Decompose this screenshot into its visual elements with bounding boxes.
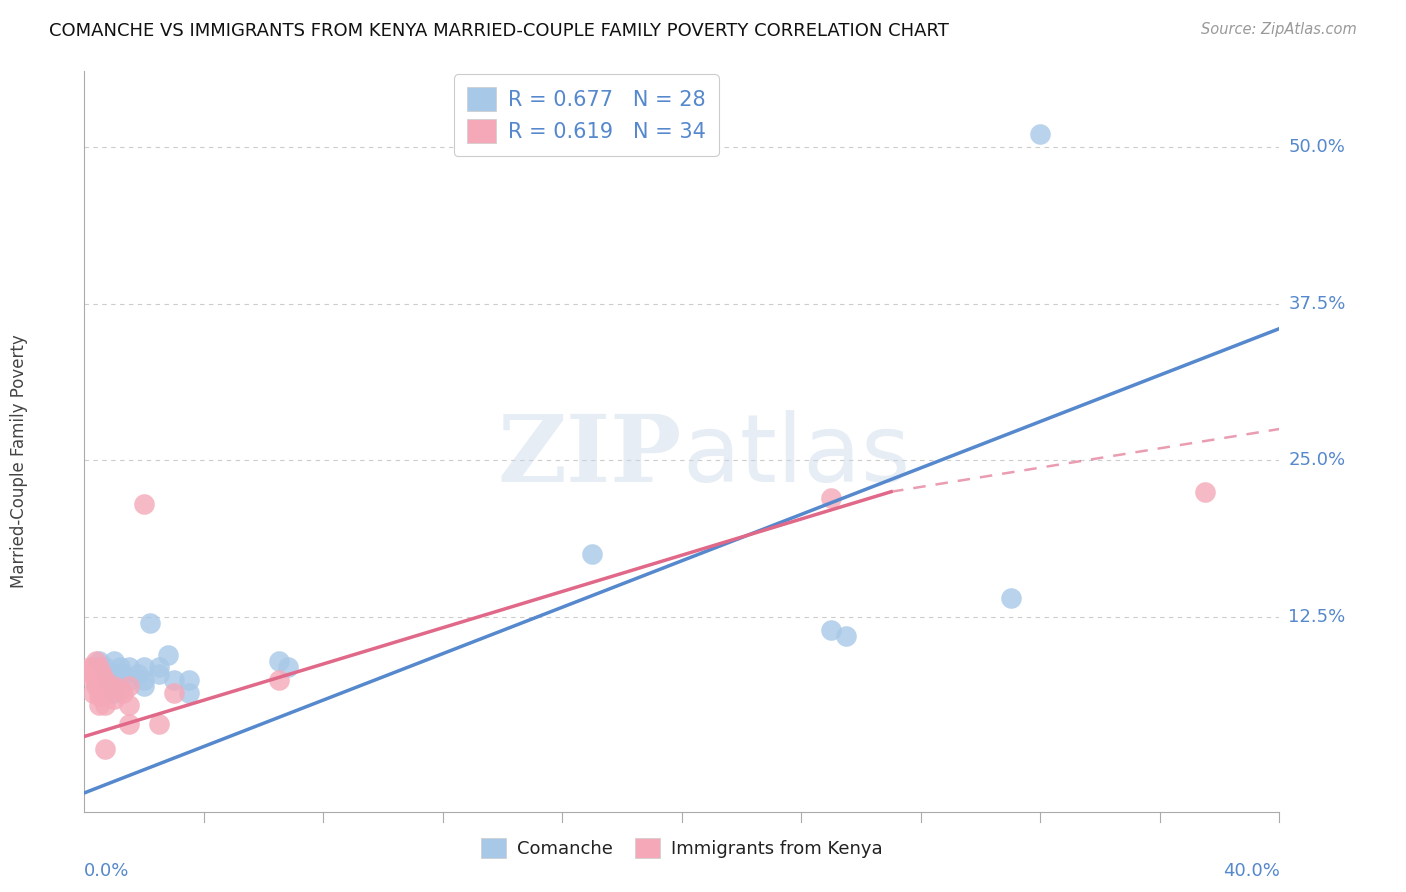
Legend: Comanche, Immigrants from Kenya: Comanche, Immigrants from Kenya [474,830,890,865]
Point [112,666,135,681]
Text: 40.0%: 40.0% [1223,862,1279,880]
Point [132,660,156,674]
Point [163,673,186,687]
Point [1000,591,1022,606]
Point [1029,127,1052,141]
Point [82,666,104,681]
Point [132,497,156,511]
Point [177,673,200,687]
Text: COMANCHE VS IMMIGRANTS FROM KENYA MARRIED-COUPLE FAMILY POVERTY CORRELATION CHAR: COMANCHE VS IMMIGRANTS FROM KENYA MARRIE… [49,22,949,40]
Text: 0.0%: 0.0% [84,862,129,880]
Point [86,666,108,681]
Point [89,673,111,687]
Point [94,685,117,699]
Point [89,681,111,696]
Point [163,685,186,699]
Point [94,673,117,687]
Point [103,679,125,693]
Point [118,698,141,712]
Point [89,660,111,674]
Point [118,673,141,687]
Point [820,491,842,505]
Point [94,698,117,712]
Point [103,666,125,681]
Point [91,666,114,681]
Point [94,660,117,674]
Text: 12.5%: 12.5% [1288,608,1346,626]
Point [86,679,108,693]
Point [148,717,170,731]
Point [89,654,111,668]
Point [267,654,290,668]
Point [820,623,842,637]
Point [112,685,135,699]
Text: 25.0%: 25.0% [1288,451,1346,469]
Point [103,673,125,687]
Point [132,673,156,687]
Point [91,677,114,691]
Point [97,679,120,693]
Point [94,742,117,756]
Point [110,660,132,674]
Point [86,673,108,687]
Text: Married-Couple Family Poverty: Married-Couple Family Poverty [10,334,28,589]
Point [103,691,125,706]
Point [89,690,111,704]
Point [835,629,858,643]
Text: Source: ZipAtlas.com: Source: ZipAtlas.com [1201,22,1357,37]
Point [118,660,141,674]
Point [139,616,162,631]
Point [97,673,120,687]
Point [82,685,104,699]
Point [110,681,132,696]
Text: 37.5%: 37.5% [1288,294,1346,312]
Point [277,660,299,674]
Point [103,654,125,668]
Point [103,685,125,699]
Point [127,666,149,681]
Point [100,679,122,693]
Point [581,548,603,562]
Text: ZIP: ZIP [498,411,682,501]
Point [82,660,104,674]
Point [267,673,290,687]
Point [82,673,104,687]
Point [148,666,170,681]
Text: atlas: atlas [682,410,910,502]
Point [118,717,141,731]
Point [132,679,156,693]
Point [157,648,180,662]
Point [89,698,111,712]
Point [177,685,200,699]
Text: 50.0%: 50.0% [1288,137,1346,155]
Point [86,654,108,668]
Point [118,679,141,693]
Point [1194,484,1216,499]
Point [79,660,101,674]
Point [148,660,170,674]
